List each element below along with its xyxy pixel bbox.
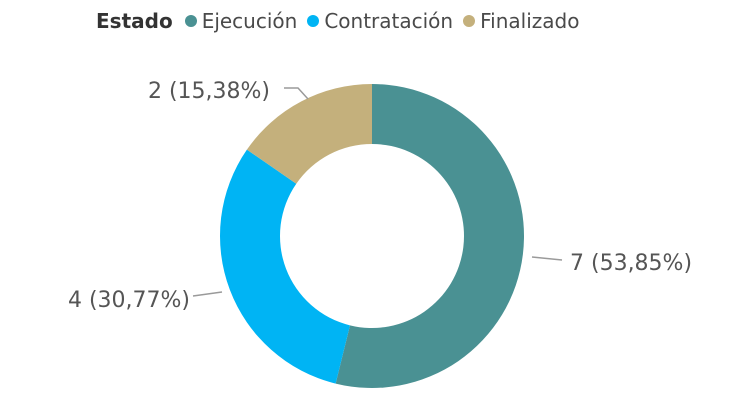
data-label-finalizado: 2 (15,38%) bbox=[148, 79, 270, 104]
legend-label-contratacion: Contratación bbox=[324, 9, 454, 33]
data-label-contratacion: 4 (30,77%) bbox=[68, 288, 190, 313]
slice-finalizado[interactable] bbox=[246, 84, 372, 184]
legend-item-contratacion[interactable]: Contratación bbox=[307, 9, 453, 33]
slice-ejecucion[interactable] bbox=[335, 84, 525, 388]
legend-swatch-finalizado bbox=[463, 15, 476, 27]
data-label-ejecucion: 7 (53,85%) bbox=[570, 251, 692, 276]
chart-legend: Estado Ejecución Contratación Finalizado bbox=[96, 9, 579, 33]
leader-line-ejecucion bbox=[531, 256, 563, 261]
legend-item-finalizado[interactable]: Finalizado bbox=[463, 9, 579, 33]
slice-contratacion[interactable] bbox=[219, 149, 350, 384]
leader-line-contratacion bbox=[192, 291, 223, 297]
legend-swatch-contratacion bbox=[307, 15, 320, 27]
leader-line-finalizado bbox=[284, 87, 309, 100]
legend-label-finalizado: Finalizado bbox=[480, 9, 580, 33]
legend-title: Estado bbox=[96, 9, 173, 33]
legend-item-ejecucion[interactable]: Ejecución bbox=[184, 9, 298, 33]
legend-swatch-ejecucion bbox=[184, 15, 197, 27]
legend-label-ejecucion: Ejecución bbox=[201, 9, 298, 33]
